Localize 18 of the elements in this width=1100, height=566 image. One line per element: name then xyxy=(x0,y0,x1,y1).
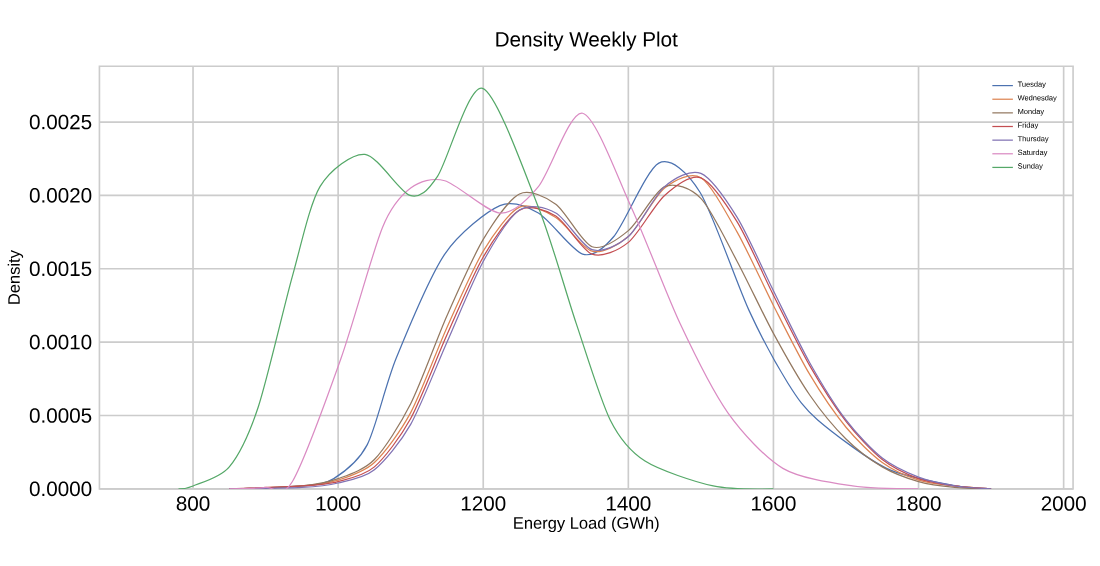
x-tick-label: 2000 xyxy=(1041,496,1086,511)
x-tick-label: 800 xyxy=(176,496,210,511)
y-axis-title: Density xyxy=(7,250,24,304)
x-tick-label: 1800 xyxy=(897,496,941,511)
y-tick-label: 0.0010 xyxy=(29,335,92,350)
y-tick-label: 0.0005 xyxy=(29,408,92,424)
line-series xyxy=(228,112,920,490)
chart-title: Density Weekly Plot xyxy=(496,31,678,51)
line-series xyxy=(177,87,775,490)
x-tick-label: 1400 xyxy=(606,496,651,511)
y-tick-label: 0.0000 xyxy=(29,481,92,497)
x-tick-label: 1200 xyxy=(461,496,506,511)
y-tick-label: 0.0020 xyxy=(29,188,92,203)
x-axis-title: Energy Load (GWh) xyxy=(514,516,659,533)
x-tick-label: 1600 xyxy=(752,496,796,511)
x-tick-label: 1000 xyxy=(316,496,361,511)
y-tick-label: 0.0025 xyxy=(29,114,92,130)
y-tick-label: 0.0015 xyxy=(29,261,92,277)
